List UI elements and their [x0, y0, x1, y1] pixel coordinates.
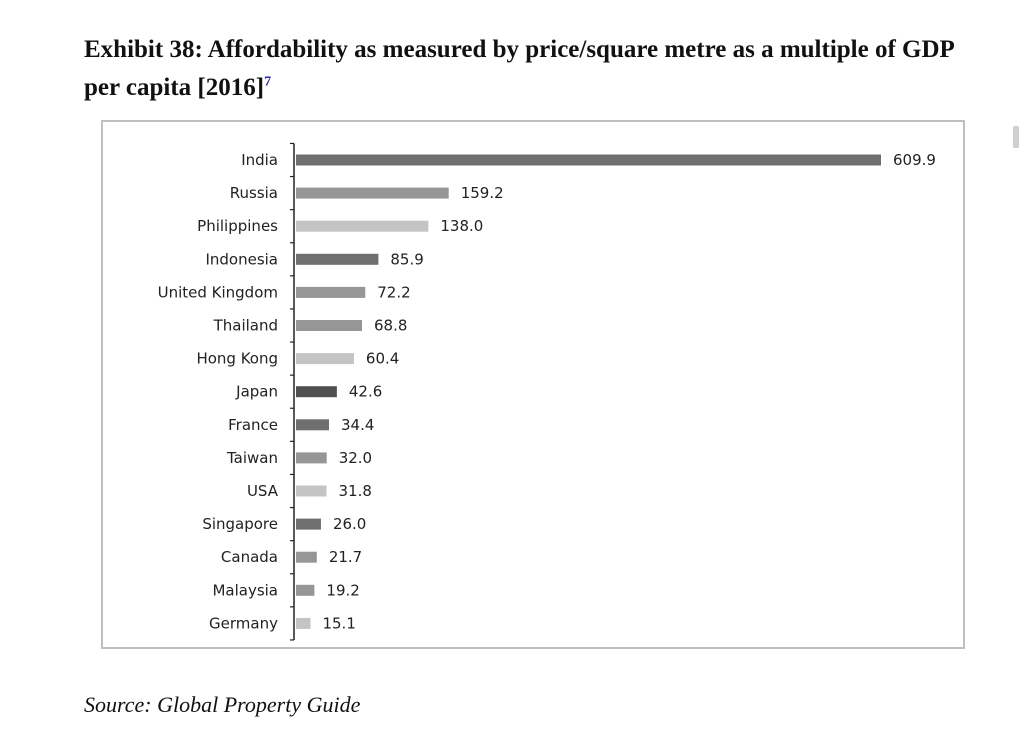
value-label: 85.9 — [390, 250, 423, 268]
category-label: Philippines — [197, 217, 278, 235]
bar — [296, 452, 327, 464]
bar — [296, 485, 327, 497]
source-note: Source: Global Property Guide — [84, 692, 361, 717]
bar — [296, 518, 321, 530]
value-label: 68.8 — [374, 317, 407, 335]
value-label: 138.0 — [440, 217, 483, 235]
bar — [296, 353, 354, 365]
bar — [296, 419, 329, 431]
bar — [296, 286, 366, 298]
category-label: United Kingdom — [158, 283, 278, 301]
bar — [296, 154, 881, 166]
category-label: Japan — [235, 383, 278, 401]
scrollbar-thumb[interactable] — [1013, 126, 1019, 148]
value-label: 34.4 — [341, 416, 374, 434]
chart-frame: India 609.9 Russia 159.2 Philippines 138.0 Ind… — [101, 120, 965, 649]
category-label: Hong Kong — [196, 350, 278, 368]
category-label: Thailand — [213, 317, 278, 335]
value-label: 15.1 — [322, 614, 355, 632]
value-label: 609.9 — [893, 151, 936, 169]
bar — [296, 187, 449, 199]
bar — [296, 584, 315, 596]
category-label: Indonesia — [205, 250, 278, 268]
category-label: Malaysia — [212, 581, 278, 599]
bar-chart: India 609.9 Russia 159.2 Philippines 138.0 Ind… — [158, 142, 936, 641]
bar — [296, 386, 337, 398]
value-label: 21.7 — [329, 548, 362, 566]
category-label: France — [228, 416, 278, 434]
bar — [296, 551, 317, 563]
category-label: USA — [247, 482, 279, 500]
category-label: Singapore — [202, 515, 278, 533]
chart-title: Exhibit 38: Affordability as measured by… — [84, 31, 964, 107]
value-label: 159.2 — [461, 184, 504, 202]
value-label: 19.2 — [326, 581, 359, 599]
bar — [296, 617, 311, 629]
category-label: India — [241, 151, 278, 169]
value-label: 60.4 — [366, 350, 399, 368]
value-label: 72.2 — [377, 283, 410, 301]
footnote-marker[interactable]: 7 — [264, 74, 272, 90]
category-label: Taiwan — [226, 449, 278, 467]
chart-title-text: Exhibit 38: Affordability as measured by… — [84, 36, 954, 101]
value-label: 26.0 — [333, 515, 366, 533]
bar — [296, 320, 362, 331]
value-label: 42.6 — [349, 383, 382, 401]
category-label: Germany — [209, 614, 278, 632]
value-label: 31.8 — [339, 482, 372, 500]
value-label: 32.0 — [339, 449, 372, 467]
category-label: Russia — [230, 184, 278, 202]
bar — [296, 220, 429, 232]
bar — [296, 253, 379, 265]
category-label: Canada — [221, 548, 278, 566]
